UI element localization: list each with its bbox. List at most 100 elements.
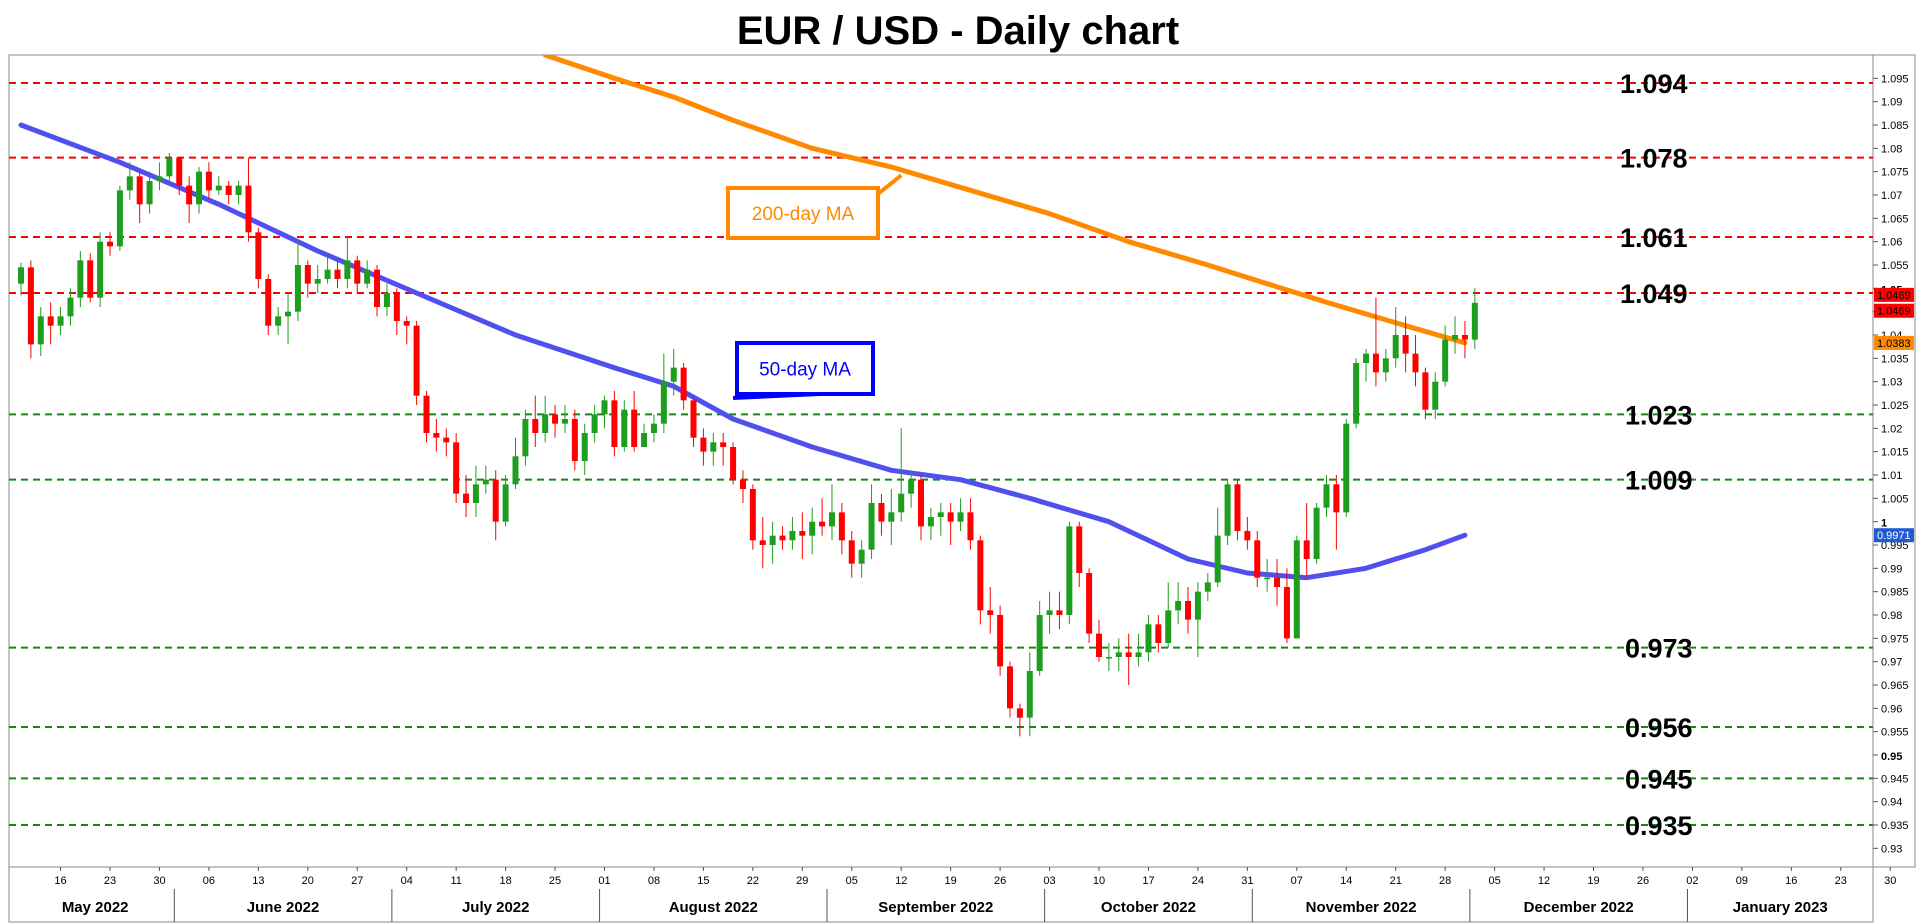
candle-up bbox=[1115, 652, 1122, 657]
candle-down bbox=[374, 269, 381, 307]
candle-up bbox=[1442, 339, 1449, 382]
y-tick-label: 0.98 bbox=[1881, 610, 1902, 622]
candle-up bbox=[1471, 302, 1478, 340]
x-tick-label: 24 bbox=[1192, 875, 1204, 887]
candle-up bbox=[1165, 610, 1172, 643]
x-tick-label: 16 bbox=[1785, 875, 1797, 887]
candle-down bbox=[997, 615, 1004, 667]
price-tag-label: 1.0469 bbox=[1877, 306, 1911, 318]
support-label: 1.023 bbox=[1625, 400, 1693, 430]
candle-down bbox=[611, 400, 618, 447]
candle-down bbox=[27, 267, 34, 345]
x-tick-label: 18 bbox=[499, 875, 511, 887]
price-tag-box bbox=[1874, 528, 1914, 543]
ma50-label-box bbox=[735, 341, 875, 396]
candle-down bbox=[245, 185, 252, 233]
y-tick-label: 0.99 bbox=[1881, 563, 1902, 575]
x-tick-label: 23 bbox=[104, 875, 116, 887]
x-tick-label: 16 bbox=[54, 875, 66, 887]
candle-up bbox=[908, 479, 915, 494]
candle-up bbox=[1026, 671, 1033, 718]
candle-up bbox=[294, 265, 301, 312]
price-tag-box bbox=[1874, 335, 1914, 350]
x-tick-label: 01 bbox=[598, 875, 610, 887]
candle-down bbox=[848, 540, 855, 564]
x-tick-label: 30 bbox=[153, 875, 165, 887]
candle-up bbox=[1343, 423, 1350, 513]
candle-up bbox=[77, 260, 84, 298]
month-label: October 2022 bbox=[1101, 899, 1196, 916]
candle-down bbox=[1185, 601, 1192, 620]
price-tag-label: 1.0469 bbox=[1877, 290, 1911, 302]
candle-down bbox=[967, 512, 974, 541]
candle-up bbox=[235, 185, 242, 195]
candle-up bbox=[156, 176, 163, 181]
candle-up bbox=[482, 479, 489, 485]
candle-up bbox=[196, 171, 203, 205]
y-tick-label: 0.945 bbox=[1881, 773, 1909, 785]
candle-down bbox=[87, 260, 94, 298]
candle-up bbox=[809, 521, 816, 536]
support-label: 0.935 bbox=[1625, 811, 1693, 841]
candle-down bbox=[1412, 353, 1419, 373]
x-tick-label: 19 bbox=[1587, 875, 1599, 887]
candle-down bbox=[186, 185, 193, 205]
ma50-label-text: 50-day MA bbox=[759, 360, 851, 381]
candle-up bbox=[641, 433, 648, 447]
candle-down bbox=[354, 260, 361, 284]
candle-down bbox=[1402, 335, 1409, 354]
candle-down bbox=[799, 531, 806, 536]
candle-up bbox=[1293, 540, 1300, 639]
candle-down bbox=[690, 400, 697, 438]
candle-up bbox=[1432, 381, 1439, 410]
candle-down bbox=[225, 185, 232, 195]
candle-up bbox=[1194, 591, 1201, 620]
x-tick-label: 11 bbox=[450, 875, 461, 887]
candle-up bbox=[324, 269, 331, 279]
x-tick-label: 04 bbox=[401, 875, 413, 887]
candle-down bbox=[552, 414, 559, 424]
candle-up bbox=[314, 279, 321, 284]
candle-up bbox=[1204, 582, 1211, 592]
price-tag-label: 0.9971 bbox=[1877, 530, 1911, 542]
y-tick-label: 0.94 bbox=[1881, 797, 1902, 809]
candle-down bbox=[47, 316, 54, 326]
y-tick-label: 1.03 bbox=[1881, 377, 1902, 389]
candle-down bbox=[453, 442, 460, 494]
candle-down bbox=[917, 479, 924, 527]
candle-down bbox=[176, 157, 183, 186]
candle-up bbox=[601, 400, 608, 415]
plot-frame bbox=[8, 54, 1874, 868]
candle-up bbox=[769, 535, 776, 545]
candle-up bbox=[126, 176, 133, 191]
candle-up bbox=[542, 414, 549, 433]
x-tick-label: 13 bbox=[252, 875, 264, 887]
candle-up bbox=[868, 503, 875, 550]
candle-up bbox=[37, 316, 44, 345]
x-tick-label: 26 bbox=[1637, 875, 1649, 887]
candle-up bbox=[1046, 610, 1053, 615]
candle-down bbox=[749, 489, 756, 541]
resistance-label: 1.049 bbox=[1620, 279, 1688, 309]
candle-up bbox=[502, 484, 509, 522]
candle-down bbox=[977, 540, 984, 611]
y-tick-label: 1.075 bbox=[1881, 167, 1909, 179]
y-tick-label: 1.015 bbox=[1881, 447, 1909, 459]
candle-up bbox=[166, 157, 173, 177]
candle-down bbox=[532, 419, 539, 433]
ma200-label-box bbox=[726, 186, 880, 240]
x-tick-label: 12 bbox=[1538, 875, 1550, 887]
x-tick-label: 22 bbox=[747, 875, 759, 887]
candle-up bbox=[898, 493, 905, 513]
candle-up bbox=[858, 549, 865, 564]
candle-down bbox=[1086, 573, 1093, 634]
y-tick-label: 1.005 bbox=[1881, 493, 1909, 505]
candle-down bbox=[819, 521, 826, 527]
month-label: July 2022 bbox=[462, 899, 530, 916]
candle-down bbox=[255, 232, 262, 279]
resistance-label: 1.094 bbox=[1620, 69, 1688, 99]
candle-down bbox=[1303, 540, 1310, 559]
candle-down bbox=[492, 479, 499, 522]
candle-up bbox=[522, 419, 529, 457]
